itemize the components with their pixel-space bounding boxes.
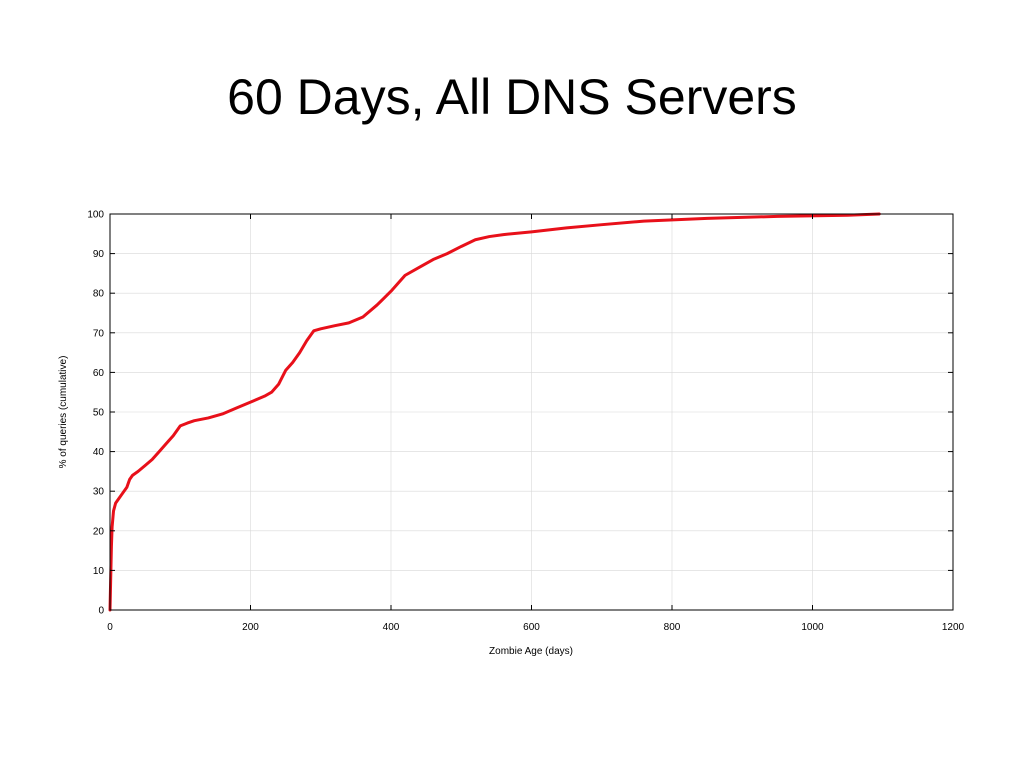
- y-tick-label: 20: [93, 526, 105, 537]
- y-axis-label: % of queries (cumulative): [58, 356, 69, 469]
- x-axis-label: Zombie Age (days): [489, 646, 573, 657]
- y-tick-label: 30: [93, 487, 105, 498]
- x-tick-label: 800: [664, 622, 681, 633]
- y-tick-label: 60: [93, 368, 105, 379]
- x-tick-label: 400: [383, 622, 400, 633]
- y-tick-label: 90: [93, 249, 105, 260]
- slide-title: 60 Days, All DNS Servers: [227, 69, 797, 125]
- tick-marks: [109, 213, 954, 611]
- y-tick-label: 40: [93, 447, 105, 458]
- y-tick-label: 70: [93, 328, 105, 339]
- y-tick-label: 100: [87, 210, 104, 221]
- x-tick-label: 1000: [801, 622, 824, 633]
- y-tick-label: 80: [93, 289, 105, 300]
- y-tick-labels: 0 10 20 30 40 50 60 70 80 90 100: [87, 210, 104, 617]
- x-tick-label: 600: [523, 622, 540, 633]
- x-tick-label: 1200: [942, 622, 965, 633]
- series-line: [108, 212, 881, 612]
- y-tick-label: 0: [98, 606, 104, 617]
- y-tick-label: 50: [93, 408, 105, 419]
- x-tick-labels: 0 200 400 600 800 1000 1200: [107, 622, 964, 633]
- series-layer: [108, 212, 881, 612]
- grid-lines: [110, 214, 953, 610]
- y-tick-label: 10: [93, 566, 105, 577]
- x-tick-label: 200: [242, 622, 259, 633]
- x-tick-label: 0: [107, 622, 113, 633]
